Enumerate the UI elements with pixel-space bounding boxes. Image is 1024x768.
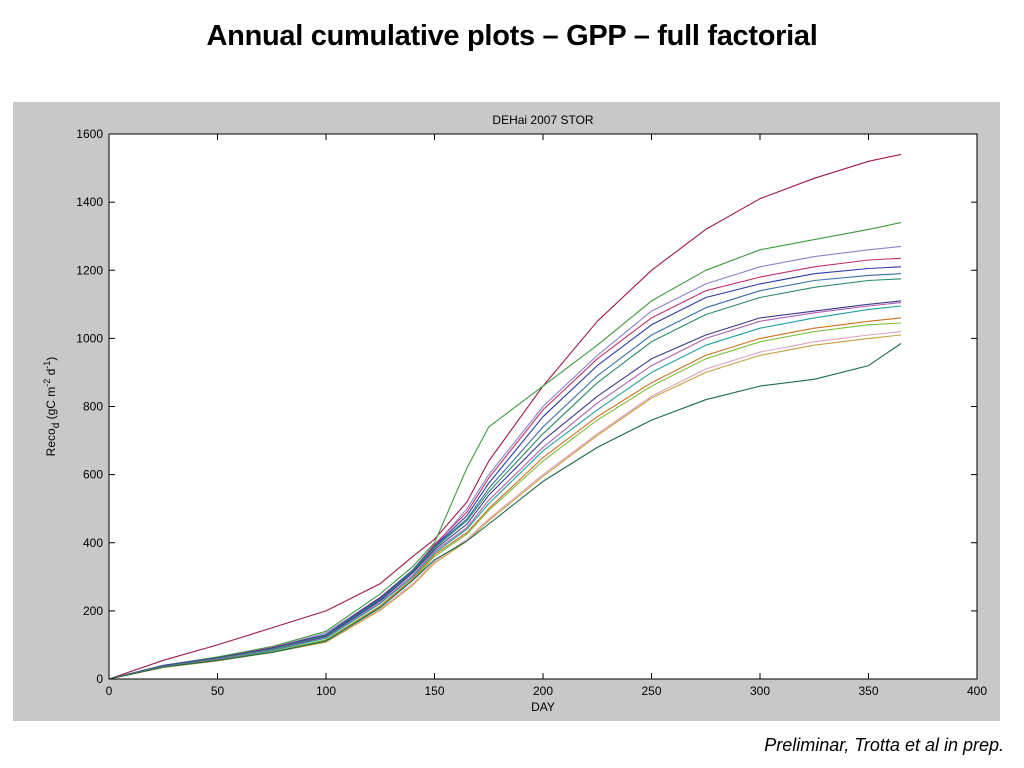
x-tick-label: 300 [750, 684, 770, 698]
y-tick-label: 600 [83, 468, 103, 482]
series-line-1 [108, 153, 902, 680]
x-tick-label: 100 [316, 684, 336, 698]
series-line-10 [108, 305, 902, 680]
chart-title: DEHai 2007 STOR [492, 113, 593, 127]
x-tick-label: 0 [106, 684, 113, 698]
slide-title: Annual cumulative plots – GPP – full fac… [206, 20, 818, 52]
x-tick-label: 250 [641, 684, 661, 698]
series-line-5 [108, 266, 902, 680]
y-tick-label: 1000 [76, 331, 103, 345]
y-tick-label: 1200 [76, 263, 103, 277]
line-chart: 0 50 100 150 200 250 300 350 400 0 200 400 600 800 100… [42, 113, 987, 714]
series-line-15 [108, 343, 902, 680]
series-line-7 [108, 278, 902, 680]
y-tick-label: 800 [83, 400, 103, 414]
x-axis-label: DAY [531, 700, 555, 714]
x-tick-label: 350 [858, 684, 878, 698]
y-tick-label: 0 [96, 672, 103, 686]
figure-panel: 0 50 100 150 200 250 300 350 400 0 200 400 600 800 100… [13, 102, 1000, 721]
source-caption: Preliminar, Trotta et al in prep. [764, 735, 1004, 755]
y-tick-label: 1400 [76, 195, 103, 209]
y-tick-label: 400 [83, 536, 103, 550]
y-tick-label: 200 [83, 604, 103, 618]
x-tick-label: 150 [424, 684, 444, 698]
x-tick-label: 400 [967, 684, 987, 698]
y-axis-label: Recod (gC m-2 d-1) [42, 357, 62, 457]
series-line-2 [108, 222, 902, 680]
y-tick-label: 1600 [76, 127, 103, 141]
series-line-9 [108, 302, 902, 680]
x-tick-label: 50 [211, 684, 225, 698]
x-tick-label: 200 [533, 684, 553, 698]
